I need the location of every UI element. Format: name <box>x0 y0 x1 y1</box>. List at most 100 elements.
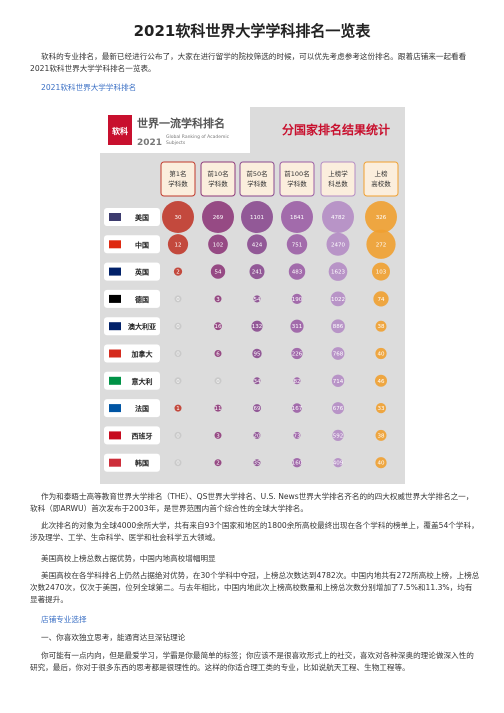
bubble-label: 768 <box>333 352 344 358</box>
country-pill <box>104 289 160 308</box>
bubble <box>373 291 389 307</box>
bubble <box>167 234 189 255</box>
bubble <box>253 431 261 439</box>
country-name: 英国 <box>134 268 149 277</box>
bubble-label: 3 <box>216 433 220 439</box>
bubble-label: 326 <box>376 215 387 221</box>
country-pill <box>104 399 160 418</box>
bubble <box>252 348 262 359</box>
flag <box>109 404 121 413</box>
country-pill <box>104 317 160 336</box>
bubble-label: 54 <box>254 297 261 303</box>
column-header <box>363 161 399 197</box>
flag <box>109 431 121 440</box>
bubble-label: 2 <box>176 270 180 276</box>
bubble <box>251 320 263 332</box>
bubble-label: 1022 <box>331 297 345 303</box>
banner-subtitle: Global Ranking of Academic <box>166 134 230 140</box>
bubble-label: 0 <box>176 461 180 467</box>
country-name: 中国 <box>135 240 149 249</box>
bubble <box>372 262 390 281</box>
column-header-text: 前50名 <box>246 169 267 178</box>
bubble <box>293 377 301 385</box>
bubble-label: 73 <box>294 433 301 439</box>
bubble-label: 132 <box>252 324 263 330</box>
paragraph: 你可能有一点内向，但是最爱学习，学霸是你最简单的标签；你应该不是很喜欢形式上的社… <box>30 651 474 672</box>
bubble-label: 0 <box>176 433 180 439</box>
bubble <box>374 374 388 387</box>
bubble <box>214 431 222 439</box>
bubble <box>174 459 182 467</box>
bubble-label: 272 <box>376 242 387 248</box>
flag <box>109 294 121 303</box>
country-name: 法国 <box>135 404 149 413</box>
bubble <box>286 234 308 255</box>
bubble <box>210 264 226 279</box>
section-heading[interactable]: 店铺专业选择 <box>41 615 87 624</box>
column-header <box>200 161 236 197</box>
bubble-label: 40 <box>378 461 385 467</box>
column-header <box>279 161 315 197</box>
bubble-label: 1623 <box>331 270 345 276</box>
bubble <box>322 201 354 233</box>
flag <box>109 213 121 221</box>
bubble-label: 4782 <box>331 215 345 221</box>
bubble <box>214 459 222 467</box>
bubble <box>375 457 387 469</box>
bubble <box>375 403 387 414</box>
bubble <box>331 374 345 387</box>
section-heading[interactable]: 2021软科世界大学学科排名 <box>41 83 137 92</box>
bubble <box>202 201 234 233</box>
bubble-label: 167 <box>292 406 303 412</box>
bubble <box>331 319 345 334</box>
bubble-label: 311 <box>292 324 303 330</box>
column-header-text: 前10名 <box>207 169 228 178</box>
bubble-label: 3 <box>216 297 220 303</box>
bubble-label: 38 <box>378 433 385 439</box>
column-header-text: 学科数 <box>247 179 267 188</box>
bubble <box>174 322 182 330</box>
flag <box>109 267 121 276</box>
country-name: 加拿大 <box>131 350 153 359</box>
bubble-label: 6 <box>216 352 220 358</box>
bubble <box>375 347 387 360</box>
bubble-label: 0 <box>176 352 180 358</box>
bubble-label: 102 <box>213 242 224 248</box>
column-header <box>160 161 196 197</box>
bubble <box>214 350 222 357</box>
bubble <box>214 377 222 385</box>
bubble-label: 190 <box>292 297 303 303</box>
column-header-text: 学科数 <box>208 179 228 188</box>
bubble-label: 54 <box>215 270 222 276</box>
bubble-label: 69 <box>254 406 261 412</box>
infographic-heading: 分国家排名结果统计 <box>282 122 390 137</box>
bubble <box>331 347 345 360</box>
bubble-label: 35 <box>254 461 261 467</box>
bubble <box>291 347 303 360</box>
column-header-text: 科总数 <box>328 179 348 188</box>
bubble-label: 226 <box>292 352 303 358</box>
bubble <box>292 457 302 468</box>
country-pill <box>104 453 160 472</box>
bubble <box>331 402 345 415</box>
bubble <box>174 377 182 385</box>
bubble-label: 269 <box>213 215 224 221</box>
intro: 软科的专业排名，最新已经进行公布了，大家在进行留学的院校筛选的时候，可以优先考虑… <box>30 52 467 73</box>
paragraph: 一、你喜欢独立思考，能通宵达旦深钻理论 <box>41 633 186 642</box>
bubble-label: 16 <box>215 324 222 330</box>
flag <box>109 458 121 467</box>
bubble-label: 2 <box>216 461 220 467</box>
bubble <box>208 234 228 255</box>
bubble-label: 1 <box>176 406 180 412</box>
country-name: 德国 <box>135 295 149 304</box>
country-name: 美国 <box>135 213 149 222</box>
bubble <box>214 404 222 412</box>
paragraph: 作为和泰晤士高等教育世界大学排名（THE）、QS世界大学排名、U.S. News… <box>30 492 474 513</box>
bubble-label: 82 <box>294 379 301 385</box>
paragraph: 美国高校上榜总数占据优势，中国内地高校增幅明显 <box>41 554 216 563</box>
bubble <box>253 459 261 467</box>
bubble-label: 241 <box>252 270 263 276</box>
bubble <box>328 262 348 281</box>
paragraph: 此次排名的对象为全球4000余所大学，共有来自93个国家和地区的1800余所高校… <box>30 521 479 542</box>
country-name: 韩国 <box>135 459 149 468</box>
